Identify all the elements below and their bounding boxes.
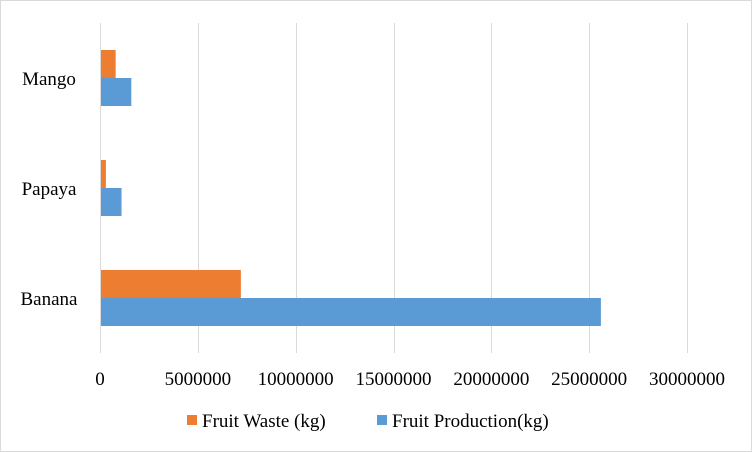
bar-mango-fruit-waste-kg — [100, 50, 116, 78]
y-axis-category-labels: Banana Papaya Mango — [21, 69, 79, 310]
legend-label-fruit-production: Fruit Production(kg) — [392, 411, 549, 432]
bar-papaya-fruit-waste-kg — [100, 160, 106, 188]
legend-swatch-fruit-waste — [187, 415, 197, 425]
legend-label-fruit-waste: Fruit Waste (kg) — [202, 411, 326, 432]
bar-banana-fruit-production-kg — [100, 298, 601, 326]
x-tick-label-3: 15000000 — [356, 369, 432, 390]
x-axis-tick-labels: 0 5000000 10000000 15000000 20000000 25000000… — [95, 369, 725, 390]
x-tick-label-2: 10000000 — [258, 369, 334, 390]
x-tick-label-0: 0 — [95, 369, 105, 390]
category-label-papaya: Papaya — [22, 179, 77, 200]
category-label-banana: Banana — [21, 289, 79, 310]
gridlines — [100, 23, 688, 353]
bar-papaya-fruit-production-kg — [100, 188, 122, 216]
bar-banana-fruit-waste-kg — [100, 270, 241, 298]
legend-swatch-fruit-production — [377, 415, 387, 425]
x-tick-label-6: 30000000 — [649, 369, 725, 390]
x-tick-label-4: 20000000 — [453, 369, 529, 390]
x-tick-label-1: 5000000 — [165, 369, 232, 390]
legend: Fruit Waste (kg) Fruit Production(kg) — [187, 411, 549, 432]
bars — [100, 23, 601, 353]
x-tick-label-5: 25000000 — [551, 369, 627, 390]
bar-mango-fruit-production-kg — [100, 78, 132, 106]
category-label-mango: Mango — [22, 69, 76, 90]
